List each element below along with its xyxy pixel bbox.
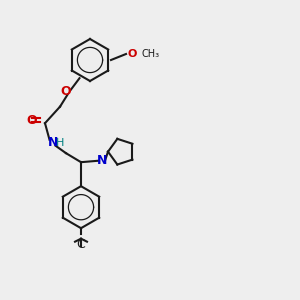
Text: N: N	[97, 154, 107, 167]
Text: H: H	[56, 138, 64, 148]
Text: O: O	[26, 114, 37, 127]
Text: O: O	[61, 85, 71, 98]
Text: CH₃: CH₃	[141, 49, 159, 59]
Text: C: C	[76, 238, 85, 251]
Text: O: O	[128, 49, 137, 59]
Text: N: N	[48, 136, 58, 149]
